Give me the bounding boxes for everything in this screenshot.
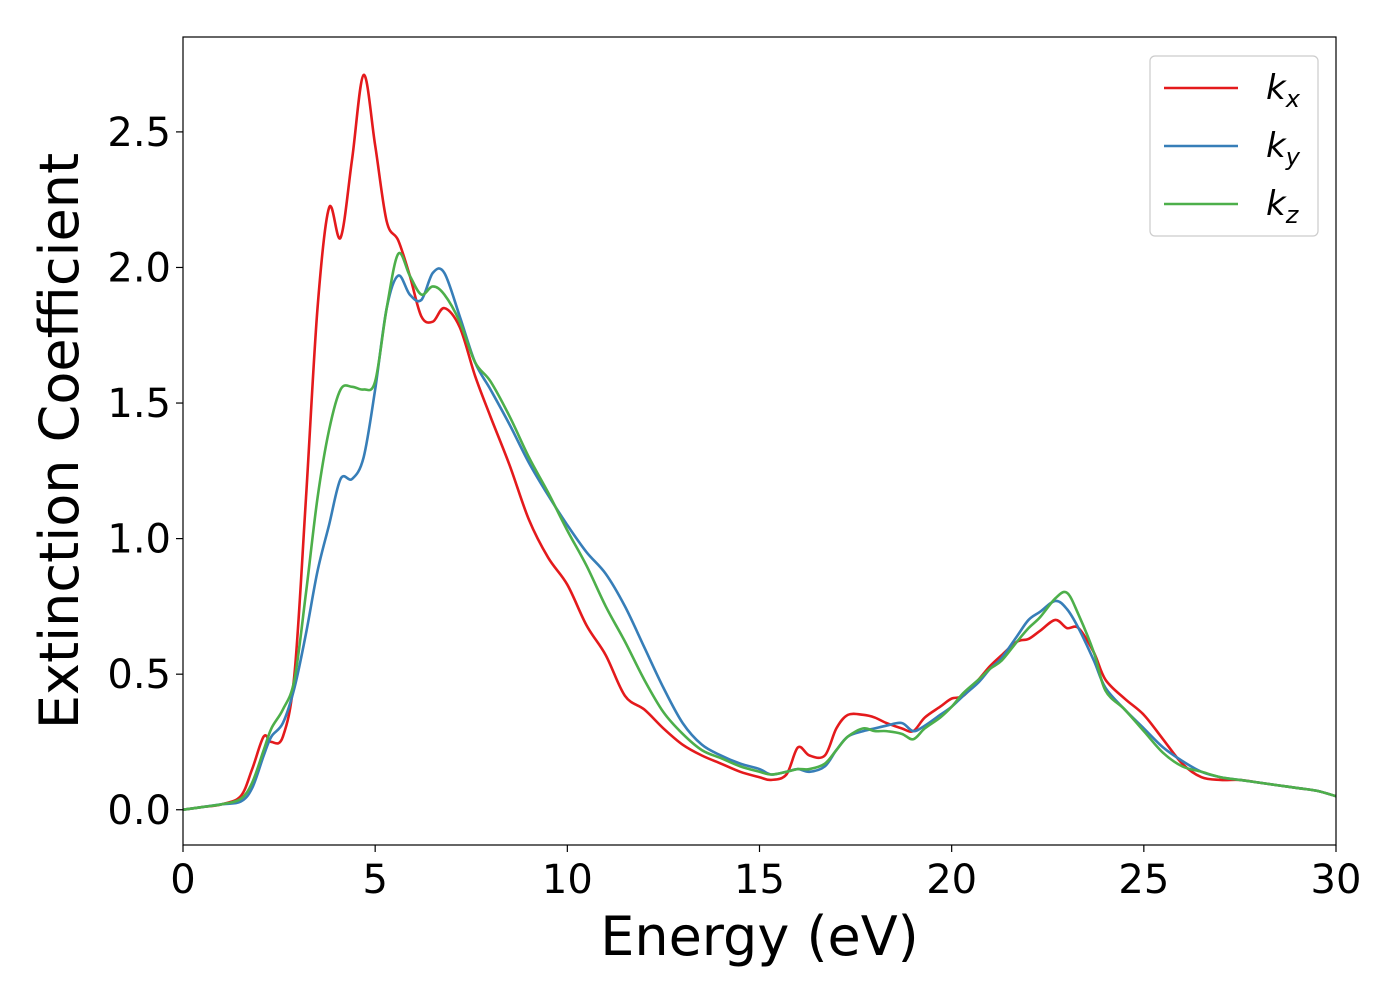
series-line-k-y — [183, 267, 1336, 812]
series-line-k-z — [183, 251, 1336, 812]
y-tick-label: 0.0 — [107, 788, 171, 834]
legend-label: kx — [1266, 68, 1301, 113]
x-tick-label: 10 — [542, 857, 593, 903]
x-tick-label: 0 — [170, 857, 195, 903]
x-tick-label: 30 — [1311, 857, 1362, 903]
x-tick-label: 15 — [734, 857, 785, 903]
y-tick-label: 0.5 — [107, 652, 171, 698]
y-tick-label: 2.5 — [107, 110, 171, 156]
x-tick-label: 5 — [362, 857, 387, 903]
x-tick-label: 25 — [1118, 857, 1169, 903]
y-axis-ticks: 0.0 0.5 1.0 1.5 2.0 2.5 — [107, 110, 183, 834]
series-layer — [183, 73, 1336, 812]
legend-label: kz — [1266, 184, 1300, 229]
x-axis-title: Energy (eV) — [600, 905, 919, 968]
y-tick-label: 1.5 — [107, 381, 171, 427]
y-axis-title: Extinction Coefficient — [28, 153, 91, 729]
legend-label: ky — [1266, 126, 1301, 171]
x-tick-label: 20 — [926, 857, 977, 903]
y-tick-label: 1.0 — [107, 517, 171, 563]
x-axis-ticks: 0 5 10 15 20 25 30 — [170, 845, 1361, 903]
legend: kx ky kz — [1149, 55, 1319, 237]
y-tick-label: 2.0 — [107, 245, 171, 291]
